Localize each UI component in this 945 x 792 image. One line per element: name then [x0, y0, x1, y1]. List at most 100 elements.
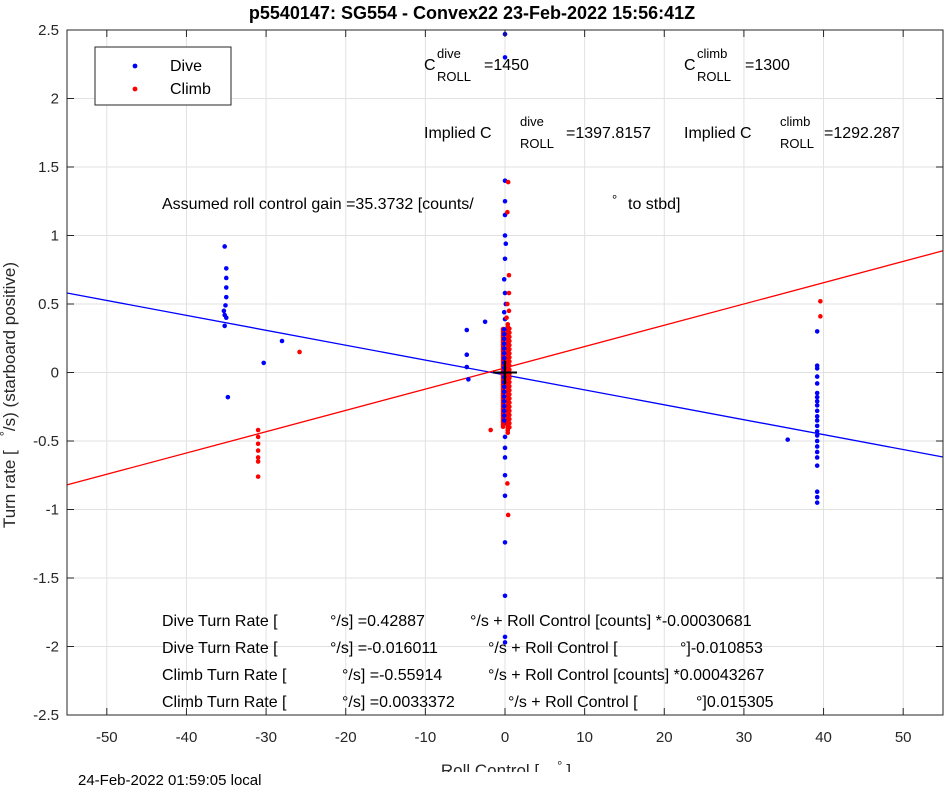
y-tick-label: -2.5: [33, 707, 59, 724]
dive-point: [501, 341, 507, 347]
dive-point: [502, 540, 508, 545]
climb-point: [506, 290, 512, 296]
climb-point: [507, 346, 512, 352]
svg-text:Climb Turn Rate [: Climb Turn Rate [: [162, 694, 287, 711]
axis-ticks: -50 -40 -30 -20 -10 0 10 20 30 40 50 2.5 2 1.5 1 0.5 0 -0…: [33, 22, 943, 746]
dive-point: [464, 352, 470, 357]
legend-box: [94, 46, 232, 106]
dive-point: [502, 290, 508, 296]
dive-point: [501, 346, 507, 351]
dive-point: [502, 593, 508, 599]
svg-text:ROLL: ROLL: [697, 69, 731, 84]
chart-title: p5540147: SG554 - Convex22 23-Feb-2022 1…: [249, 3, 695, 23]
svg-text:dive: dive: [437, 46, 461, 61]
dive-point: [814, 429, 820, 434]
climb-point: [297, 349, 302, 355]
dive-point: [814, 455, 820, 460]
climb-point: [507, 420, 512, 426]
gain-annotation: Assumed roll control gain =35.3732 [coun…: [162, 192, 680, 213]
x-tick-label: -30: [255, 729, 277, 746]
dive-point: [501, 331, 507, 337]
dive-point: [464, 327, 470, 333]
dive-point: [814, 489, 820, 494]
dive-point: [814, 374, 820, 379]
y-tick-label: -2: [46, 639, 59, 656]
dive-point: [502, 55, 508, 60]
dive-point: [501, 277, 507, 282]
svg-text:=1397.8157: =1397.8157: [566, 125, 651, 142]
dive-point: [222, 323, 227, 329]
svg-text:climb: climb: [697, 46, 727, 61]
dive-point: [501, 351, 507, 356]
climb-point: [488, 427, 493, 433]
svg-text:to stbd]: to stbd]: [628, 196, 680, 213]
climb-point: [507, 416, 512, 422]
svg-text:Assumed roll control gain =35.: Assumed roll control gain =35.3732 [coun…: [162, 196, 474, 213]
dive-point: [501, 394, 507, 399]
c-roll-dive: C dive ROLL =1450: [424, 46, 529, 84]
svg-text:=1450: =1450: [484, 57, 529, 74]
climb-point: [507, 425, 512, 430]
dive-point: [502, 640, 508, 645]
legend-dive-label: Dive: [170, 58, 202, 75]
climb-point: [505, 209, 510, 215]
climb-point: [507, 396, 512, 401]
climb-point: [507, 338, 512, 344]
dive-point: [222, 244, 227, 249]
x-tick-label: 40: [815, 729, 832, 746]
climb-point: [818, 314, 823, 319]
climb-point: [504, 315, 509, 321]
climb-point: [507, 334, 512, 340]
dive-point: [501, 327, 507, 332]
x-tick-label: -50: [96, 729, 118, 746]
climb-point: [505, 301, 510, 307]
legend-climb-label: Climb: [170, 81, 211, 98]
fit-equations: Dive Turn Rate [ °/s] =0.42887 °/s + Rol…: [162, 613, 774, 711]
x-tick-label: 20: [656, 729, 673, 746]
dive-point: [503, 241, 509, 247]
svg-text:Climb Turn Rate [: Climb Turn Rate [: [162, 667, 287, 684]
climb-point: [818, 298, 823, 304]
turn-rate-chart: p5540147: SG554 - Convex22 23-Feb-2022 1…: [0, 3, 944, 772]
climb-point: [507, 412, 512, 418]
dive-point: [502, 198, 508, 204]
y-tick-label: 1.5: [38, 159, 59, 176]
climb-point: [255, 474, 261, 479]
dive-point: [814, 449, 820, 455]
dive-point: [501, 355, 507, 361]
dive-point: [223, 275, 229, 281]
dive-point: [502, 493, 508, 499]
svg-text:°/s] =-0.55914: °/s] =-0.55914: [342, 667, 442, 684]
climb-point: [255, 434, 261, 440]
climb-point: [255, 427, 261, 433]
climb-point: [507, 363, 512, 368]
climb-point: [507, 355, 512, 360]
dive-point: [502, 445, 508, 451]
y-tick-label: 0.5: [38, 296, 59, 313]
x-tick-label: 10: [576, 729, 593, 746]
y-tick-label: 2: [51, 91, 59, 108]
climb-point: [255, 459, 261, 464]
dive-point: [501, 336, 507, 342]
climb-point: [507, 351, 512, 356]
climb-point: [507, 404, 512, 410]
climb-point: [507, 375, 512, 381]
svg-text:C: C: [424, 57, 436, 74]
dive-point: [814, 329, 820, 334]
svg-text:°/s] =0.0033372: °/s] =0.0033372: [342, 694, 455, 711]
dive-point: [502, 634, 508, 640]
svg-text:climb: climb: [780, 114, 810, 129]
dive-point: [279, 338, 285, 344]
x-tick-label: 0: [501, 729, 509, 746]
y-axis-label: Turn rate [°/s) (starboard positive): [0, 262, 19, 528]
x-axis-label: Roll Control [°]: [441, 758, 571, 772]
climb-point: [507, 388, 512, 393]
dive-point: [814, 414, 820, 419]
dive-point: [466, 377, 471, 382]
dive-point: [223, 266, 229, 271]
x-tick-label: -10: [415, 729, 437, 746]
y-tick-label: 0: [51, 365, 59, 382]
svg-text:ROLL: ROLL: [520, 136, 554, 151]
climb-point: [507, 330, 512, 336]
dive-point: [501, 408, 507, 414]
